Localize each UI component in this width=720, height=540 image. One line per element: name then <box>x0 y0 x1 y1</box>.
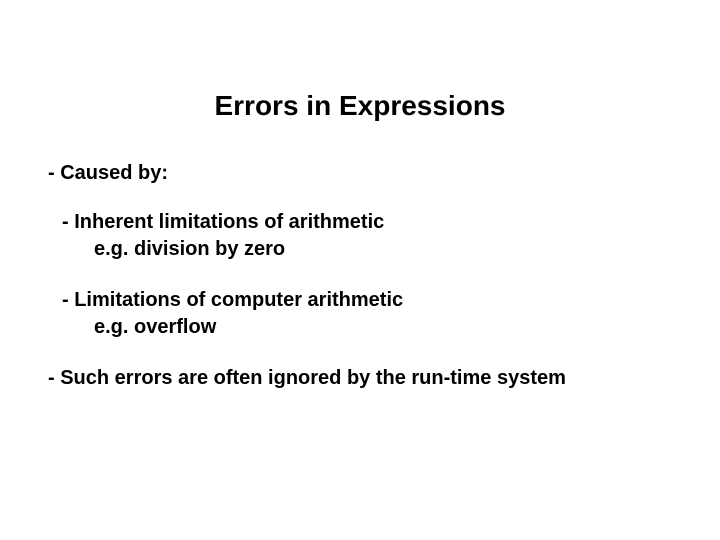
bullet-computer-limitations: - Limitations of computer arithmetic <box>48 287 672 314</box>
bullet-caused-by: - Caused by: <box>48 160 672 187</box>
bullet-ignored: - Such errors are often ignored by the r… <box>48 365 672 392</box>
bullet-computer-example: e.g. overflow <box>48 314 672 341</box>
bullet-inherent-limitations: - Inherent limitations of arithmetic <box>48 209 672 236</box>
slide-title: Errors in Expressions <box>48 90 672 122</box>
slide-container: Errors in Expressions - Caused by: - Inh… <box>0 0 720 540</box>
bullet-inherent-example: e.g. division by zero <box>48 236 672 263</box>
